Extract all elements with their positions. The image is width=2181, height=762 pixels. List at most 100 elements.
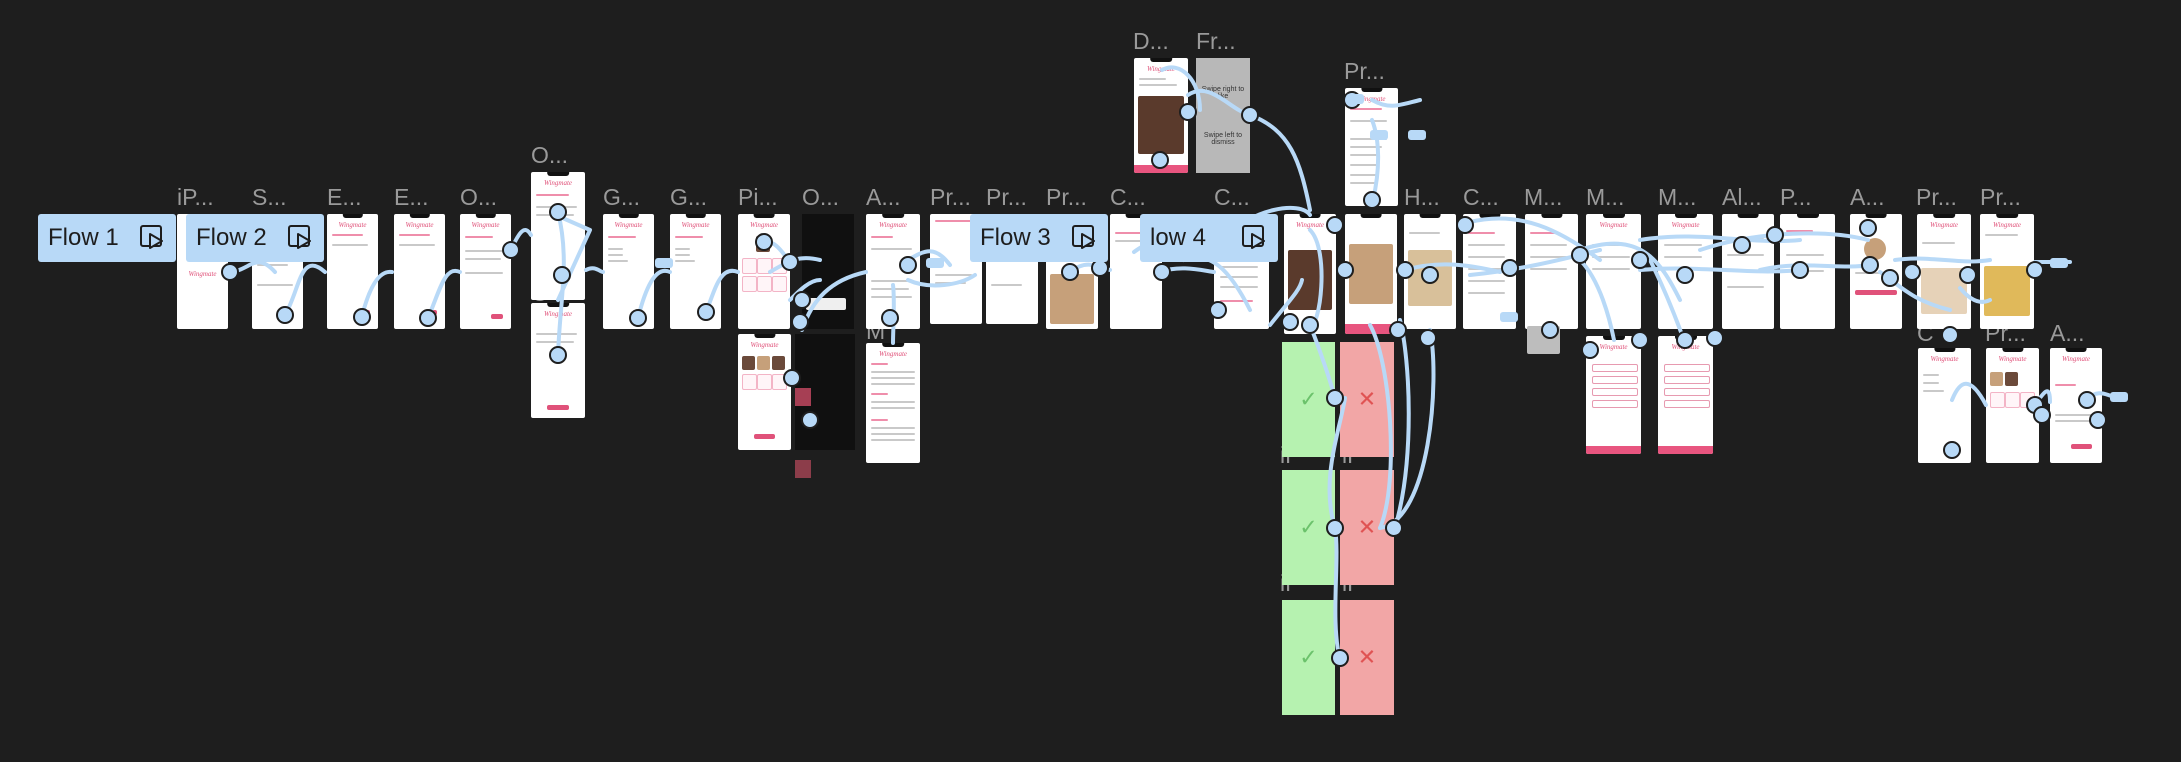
form-field[interactable] <box>1663 376 1710 384</box>
frame-label-match-3[interactable]: M... <box>1658 184 1697 210</box>
frame-label-iphone[interactable]: iP... <box>177 184 214 210</box>
frame-label-profile-1[interactable]: Pr... <box>930 184 971 210</box>
frame-result-no-2[interactable]: ✕ <box>1340 470 1394 585</box>
photo-slot[interactable] <box>742 374 757 390</box>
frame-onboarding-1[interactable]: Wingmate <box>460 214 511 329</box>
frame-label-gender-1[interactable]: G... <box>603 184 641 210</box>
action-bar[interactable] <box>1134 165 1188 173</box>
frame-label-frame[interactable]: Fr... <box>1196 28 1236 54</box>
play-prototype-icon[interactable] <box>1072 225 1098 251</box>
play-prototype-icon[interactable] <box>288 225 314 251</box>
photo-slot[interactable] <box>742 258 757 274</box>
frame-a-small[interactable]: Wingmate <box>2050 348 2102 463</box>
frame-onboarding-2[interactable]: Wingmate <box>531 172 585 300</box>
photo-slot[interactable] <box>2005 392 2020 408</box>
frame-account[interactable] <box>1850 214 1902 329</box>
frame-profile-4[interactable]: Wingmate <box>1917 214 1971 329</box>
photo-slot[interactable] <box>772 276 787 292</box>
form-field[interactable] <box>1663 388 1710 396</box>
frame-match-1[interactable] <box>1525 214 1578 329</box>
frame-result-yes-2[interactable]: ✓ <box>1282 470 1335 585</box>
frame-pr-small[interactable]: Wingmate <box>1986 348 2039 463</box>
submit-bar[interactable] <box>1658 446 1713 454</box>
frame-label-account[interactable]: A... <box>1850 184 1885 210</box>
frame-onboarding-3[interactable] <box>802 214 854 329</box>
frame-label-profile-top[interactable]: Pr... <box>1344 58 1385 84</box>
continue-button[interactable] <box>357 310 371 315</box>
continue-button[interactable] <box>547 405 569 410</box>
frame-home[interactable] <box>1404 214 1456 329</box>
form-field[interactable] <box>1591 364 1638 372</box>
photo-slot[interactable] <box>1990 392 2005 408</box>
frame-gender-2[interactable]: Wingmate <box>670 214 721 329</box>
form-field[interactable] <box>1591 376 1638 384</box>
frame-label-onboarding-1[interactable]: O... <box>460 184 498 210</box>
flow-badge-2[interactable]: Flow 2 <box>186 214 324 262</box>
frame-detail[interactable]: Wingmate <box>1134 58 1188 173</box>
frame-label-chat-1[interactable]: C... <box>1110 184 1146 210</box>
frame-label-home[interactable]: H... <box>1404 184 1440 210</box>
account-button[interactable] <box>1855 290 1897 295</box>
play-prototype-icon[interactable] <box>1242 225 1268 251</box>
frame-m[interactable]: Wingmate <box>866 343 920 463</box>
action-bar[interactable] <box>1345 324 1397 334</box>
frame-profile-5[interactable]: Wingmate <box>1980 214 2034 329</box>
photo-slot[interactable] <box>772 374 787 390</box>
frame-swipe-card[interactable]: Wingmate <box>1284 214 1336 334</box>
frame-label-p[interactable]: P... <box>1780 184 1812 210</box>
frame-label-profile-4[interactable]: Pr... <box>1916 184 1957 210</box>
frame-match-3-form[interactable]: Wingmate <box>1658 336 1713 454</box>
frame-photo-picker[interactable] <box>795 334 855 478</box>
frame-label-pics[interactable]: Pi... <box>738 184 778 210</box>
frame-label-a-small[interactable]: A... <box>2050 320 2085 346</box>
frame-label-chat-3[interactable]: C... <box>1463 184 1499 210</box>
photo-slot[interactable] <box>2020 392 2035 408</box>
frame-match-2[interactable]: Wingmate <box>1586 214 1641 329</box>
frame-email-1[interactable]: Wingmate <box>327 214 378 329</box>
frame-label-all[interactable]: Al... <box>1722 184 1762 210</box>
frame-pics-grid[interactable]: Wingmate <box>738 334 791 450</box>
frame-onboarding-2b[interactable]: Wingmate <box>531 303 585 418</box>
frame-result-no-1[interactable]: ✕ <box>1340 342 1394 457</box>
frame-pics[interactable]: Wingmate <box>738 214 790 329</box>
frame-p[interactable] <box>1780 214 1835 329</box>
frame-swipe-tutorial[interactable]: Swipe right to like Swipe left to dismis… <box>1196 58 1250 173</box>
frame-result-no-3[interactable]: ✕ <box>1340 600 1394 715</box>
photo-slot[interactable] <box>757 276 772 292</box>
frame-label-gender-2[interactable]: G... <box>670 184 708 210</box>
form-field[interactable] <box>1663 400 1710 408</box>
photo-slot[interactable] <box>757 374 772 390</box>
frame-label-onboarding-3[interactable]: O... <box>802 184 840 210</box>
flow-badge-1[interactable]: Flow 1 <box>38 214 176 262</box>
photo-slot[interactable] <box>757 258 772 274</box>
frame-match-2-form[interactable]: Wingmate <box>1586 336 1641 454</box>
frame-gender-1[interactable]: Wingmate <box>603 214 654 329</box>
frame-label-onboarding-2[interactable]: O... <box>531 142 569 168</box>
frame-label-chat-2[interactable]: C... <box>1214 184 1250 210</box>
frame-label-match-1[interactable]: M... <box>1524 184 1563 210</box>
frame-result-yes-1[interactable]: ✓ <box>1282 342 1335 457</box>
popup-card[interactable] <box>1527 326 1560 354</box>
submit-bar[interactable] <box>1586 446 1641 454</box>
form-field[interactable] <box>1591 400 1638 408</box>
frame-label-profile-3[interactable]: Pr... <box>1046 184 1087 210</box>
frame-all[interactable] <box>1722 214 1774 329</box>
form-field[interactable] <box>1591 388 1638 396</box>
frame-label-about[interactable]: A... <box>866 184 901 210</box>
frame-result-yes-3[interactable]: ✓ <box>1282 600 1335 715</box>
photo-slot[interactable] <box>742 276 757 292</box>
frame-label-match-2[interactable]: M... <box>1586 184 1625 210</box>
form-field[interactable] <box>1663 364 1710 372</box>
photo-slot[interactable] <box>772 258 787 274</box>
frame-label-profile-2[interactable]: Pr... <box>986 184 1027 210</box>
frame-swipe-card-2[interactable] <box>1345 214 1397 334</box>
frame-about[interactable]: Wingmate <box>866 214 920 329</box>
frame-email-2[interactable]: Wingmate <box>394 214 445 329</box>
flow-badge-4[interactable]: low 4 <box>1140 214 1278 262</box>
continue-button[interactable] <box>2070 444 2092 449</box>
frame-c-small[interactable]: Wingmate <box>1918 348 1971 463</box>
continue-button[interactable] <box>424 310 438 315</box>
frame-profile-top[interactable]: Wingmate <box>1345 88 1398 206</box>
continue-button[interactable] <box>490 314 504 319</box>
